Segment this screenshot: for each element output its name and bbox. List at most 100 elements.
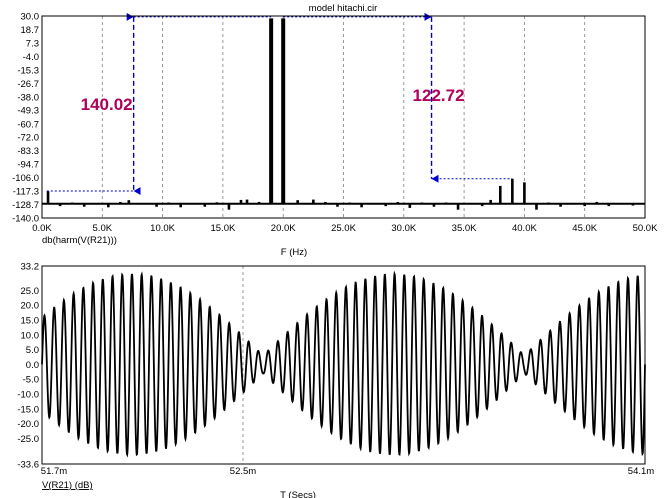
spectrum-bar xyxy=(324,201,327,204)
bottom-tick-labels: 51.7m 52.5m 54.1m 33.2 25.0 20.0 15.0 10.0 5.0 0.… xyxy=(17,262,654,478)
top-y-tick-label: 18.7 xyxy=(21,25,40,36)
top-y-tick-label: -140.0 xyxy=(12,214,39,225)
top-x-tick-label: 35.0K xyxy=(452,223,477,234)
spectrum-bar xyxy=(444,202,448,204)
bottom-y-tick-label: 0.0 xyxy=(26,360,39,371)
spectrum-bar xyxy=(312,199,315,204)
bottom-y-tick-label: 20.0 xyxy=(21,301,40,312)
spectrum-bar xyxy=(583,203,586,207)
bottom-x-tick-label: 51.7m xyxy=(41,466,67,477)
spectrum-bar xyxy=(167,202,170,204)
spectrum-bar xyxy=(372,203,375,205)
top-y-tick-label: -60.7 xyxy=(17,119,39,130)
spectrum-bar xyxy=(360,203,363,208)
spectrum-bar xyxy=(420,202,424,204)
bottom-y-tick-label: -10.0 xyxy=(17,390,39,401)
spectrum-bar xyxy=(432,203,436,207)
spectrum-bar xyxy=(58,203,62,207)
bottom-y-tick-label: 5.0 xyxy=(26,345,39,356)
spectrum-bar xyxy=(82,203,86,207)
top-annotations: 140.02 122.72 xyxy=(46,12,513,196)
spectrum-bar xyxy=(547,202,550,204)
top-y-tick-label: -38.0 xyxy=(17,92,39,103)
bottom-x-tick-label: 52.5m xyxy=(230,466,256,477)
waveform-series-line xyxy=(41,270,646,458)
top-y-tick-label: -15.3 xyxy=(17,65,39,76)
spectrum-bar xyxy=(245,199,249,204)
bottom-y-tick-label: -25.0 xyxy=(17,434,39,445)
spectrum-bar xyxy=(191,203,195,205)
harmonic-spectrum-chart: 0.0K 5.0K 10.0K 15.0K 20.0K 25.0K 30.0K 35.0K 40… xyxy=(12,3,658,258)
top-y-tick-label: -72.0 xyxy=(17,133,39,144)
bottom-y-tick-label: 33.2 xyxy=(21,262,40,273)
top-x-tick-label: 45.0K xyxy=(572,223,597,234)
spectrum-bar xyxy=(456,203,460,210)
spectrum-bar xyxy=(203,203,207,207)
top-x-tick-label: 5.0K xyxy=(93,223,113,234)
spectrum-bar xyxy=(257,201,261,204)
bottom-plot-frame xyxy=(41,265,646,465)
top-y-tick-label: -128.7 xyxy=(12,200,39,211)
spectrum-bar xyxy=(480,203,484,207)
spectrum-bar xyxy=(281,18,286,204)
spectrum-bar xyxy=(239,199,243,204)
bottom-y-tick-label: 10.0 xyxy=(21,330,40,341)
top-x-tick-label: 30.0K xyxy=(391,223,416,234)
spectrum-bar xyxy=(127,200,131,204)
bottom-y-tick-label: -20.0 xyxy=(17,419,39,430)
window-title: model hitachi.cir xyxy=(309,3,378,14)
bottom-trace-label[interactable]: V(R21) (dB) xyxy=(42,480,93,491)
spectrum-bar xyxy=(269,18,274,204)
spectrum-bar xyxy=(523,182,526,204)
top-y-tick-label: -4.0 xyxy=(23,52,39,63)
spectrum-bar xyxy=(408,203,412,208)
top-x-tick-label: 25.0K xyxy=(331,223,356,234)
spectrum-bar xyxy=(155,203,158,207)
spectrum-bar xyxy=(46,191,50,204)
top-y-tick-label: -26.7 xyxy=(17,79,39,90)
top-x-tick-label: 50.0K xyxy=(633,223,658,234)
spectrum-bar xyxy=(595,201,599,204)
spectrum-bar xyxy=(468,203,472,205)
top-bars xyxy=(42,18,645,210)
bottom-x-tick-label: 54.1m xyxy=(628,466,654,477)
top-y-tick-label: -94.7 xyxy=(17,160,39,171)
bottom-x-axis-label: T (Secs) xyxy=(280,490,316,498)
spectrum-bar xyxy=(619,203,623,205)
top-x-tick-label: 0.0K xyxy=(32,223,52,234)
spectrum-bar xyxy=(498,185,502,204)
top-x-tick-label: 15.0K xyxy=(210,223,235,234)
spectrum-bar xyxy=(571,203,574,205)
top-trace-label[interactable]: db(harm(V(R21))) xyxy=(42,235,117,246)
bottom-y-tick-label: -5.0 xyxy=(23,375,39,386)
top-y-tick-label: -49.3 xyxy=(17,106,39,117)
top-tick-labels: 0.0K 5.0K 10.0K 15.0K 20.0K 25.0K 30.0K 35.0K 40… xyxy=(12,12,658,235)
top-y-tick-label: -83.3 xyxy=(17,146,39,157)
top-y-tick-label: -106.0 xyxy=(12,173,39,184)
spectrum-bar xyxy=(227,203,231,210)
spectrum-bar xyxy=(179,203,182,208)
spectrum-bar xyxy=(215,202,219,204)
spectrum-bar xyxy=(489,199,492,204)
spectrum-bar xyxy=(396,201,400,204)
top-x-axis-label: F (Hz) xyxy=(281,247,307,258)
bottom-y-tick-label: 25.0 xyxy=(21,286,40,297)
top-x-tick-label: 20.0K xyxy=(271,223,296,234)
spectrum-bar xyxy=(511,178,514,204)
spectrum-bar xyxy=(143,203,146,205)
spectrum-bar xyxy=(119,201,122,204)
annotation-label: 140.02 xyxy=(81,95,133,114)
spectrum-bar xyxy=(535,203,538,210)
spectrum-bar xyxy=(107,203,110,208)
top-x-tick-label: 40.0K xyxy=(512,223,537,234)
spectrum-bar xyxy=(631,203,635,206)
annotation-label: 122.72 xyxy=(413,86,465,105)
spectrum-bar xyxy=(384,203,388,207)
top-y-tick-label: -117.3 xyxy=(13,187,39,198)
top-x-tick-label: 10.0K xyxy=(150,223,175,234)
spectrum-bar xyxy=(559,203,562,207)
top-plot-frame xyxy=(41,15,646,219)
spectrum-bar xyxy=(94,203,98,205)
bottom-y-tick-label: 15.0 xyxy=(21,315,40,326)
